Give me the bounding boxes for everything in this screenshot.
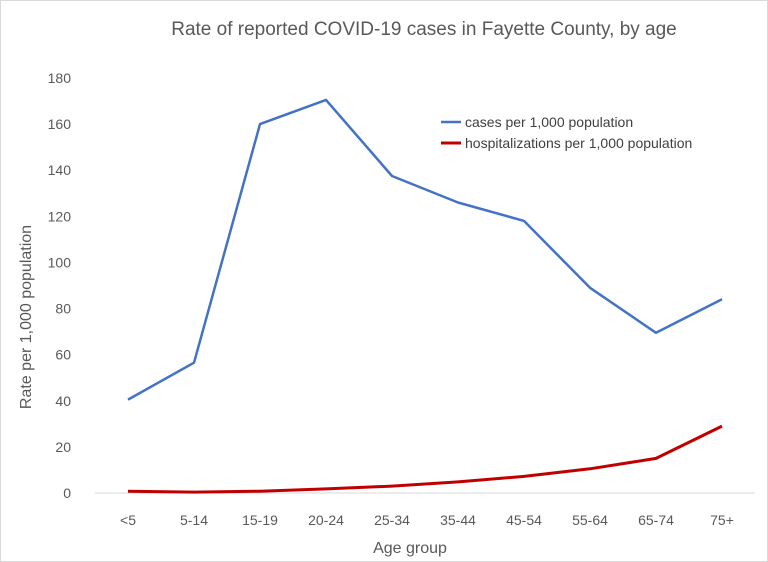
legend: cases per 1,000 population hospitalizatio… [441,114,692,151]
x-tick-label: <5 [120,512,136,528]
x-tick-label: 5-14 [180,512,208,528]
x-tick-label: 20-24 [308,512,344,528]
x-tick-label: 45-54 [506,512,542,528]
y-axis-ticks: 0 20 40 60 80 100 120 140 160 180 [48,70,72,501]
x-tick-label: 75+ [710,512,734,528]
x-tick-label: 35-44 [440,512,476,528]
y-tick-label: 160 [48,116,72,132]
x-tick-label: 15-19 [242,512,278,528]
x-axis-title: Age group [373,540,447,557]
y-tick-label: 180 [48,70,72,86]
y-tick-label: 40 [55,393,71,409]
y-tick-label: 0 [63,485,71,501]
y-tick-label: 80 [55,301,71,317]
x-tick-label: 55-64 [572,512,608,528]
legend-label: cases per 1,000 population [465,114,633,130]
x-tick-label: 65-74 [638,512,674,528]
legend-label: hospitalizations per 1,000 population [465,135,692,151]
series-lines [127,98,723,494]
y-tick-label: 140 [48,162,72,178]
y-tick-label: 100 [48,254,72,270]
series-line-1 [127,424,723,494]
y-axis-title: Rate per 1,000 population [18,225,35,409]
y-tick-label: 20 [55,439,71,455]
x-tick-label: 25-34 [374,512,410,528]
x-axis-ticks: <5 5-14 15-19 20-24 25-34 35-44 45-54 55-64 65-7… [120,512,734,528]
chart-title: Rate of reported COVID-19 cases in Fayet… [171,19,677,40]
y-tick-label: 60 [55,347,71,363]
series-line-0 [127,98,723,401]
y-tick-label: 120 [48,208,72,224]
